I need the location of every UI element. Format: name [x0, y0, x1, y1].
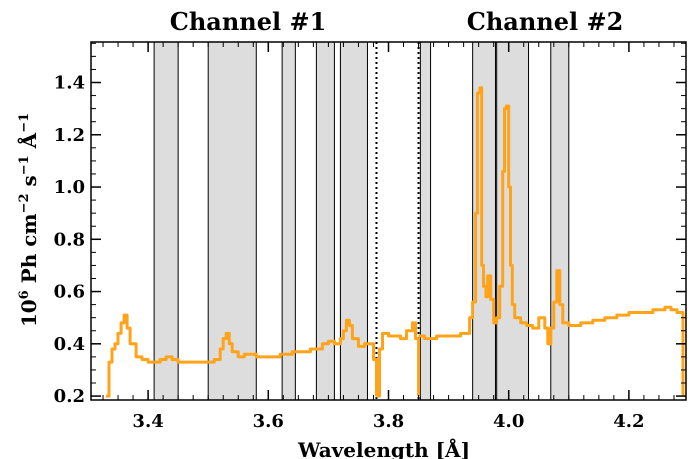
x-tick-label: 4.2	[613, 411, 644, 432]
y-tick-label: 0.6	[54, 282, 85, 303]
data-series	[106, 86, 685, 398]
x-tick-label: 4.0	[493, 411, 524, 432]
x-axis-label: Wavelength [Å]	[297, 438, 470, 459]
y-tick-label: 0.4	[54, 334, 85, 355]
x-tick-label: 3.8	[373, 411, 404, 432]
x-tick-label: 3.6	[253, 411, 284, 432]
y-tick-label: 1.0	[54, 177, 85, 198]
x-tick-label: 3.4	[132, 411, 163, 432]
y-axis-label: 106 Ph cm−2 s−1 Å−1	[17, 113, 41, 327]
channel-1-label: Channel #1	[170, 7, 327, 36]
shaded-band	[282, 42, 296, 400]
plot-frame	[90, 41, 687, 401]
shaded-band	[316, 42, 335, 400]
shaded-band	[154, 42, 179, 400]
series-line	[106, 313, 378, 398]
y-tick-label: 1.4	[54, 73, 85, 94]
y-tick-label: 0.2	[54, 386, 85, 407]
x-axis-ticks: 3.4 3.6 3.8 4.0 4.2	[102, 42, 675, 432]
shaded-band	[208, 42, 257, 400]
series-line	[376, 321, 421, 398]
channel-2-label: Channel #2	[467, 7, 624, 36]
y-tick-label: 1.2	[54, 125, 85, 146]
y-axis-ticks: 0.2 0.4 0.6 0.8 1.0 1.2 1.4	[54, 42, 686, 407]
shaded-band	[340, 42, 368, 400]
shaded-band	[550, 42, 569, 400]
shaded-band	[420, 42, 431, 400]
series-line	[418, 86, 685, 397]
y-tick-label: 0.8	[54, 229, 85, 250]
